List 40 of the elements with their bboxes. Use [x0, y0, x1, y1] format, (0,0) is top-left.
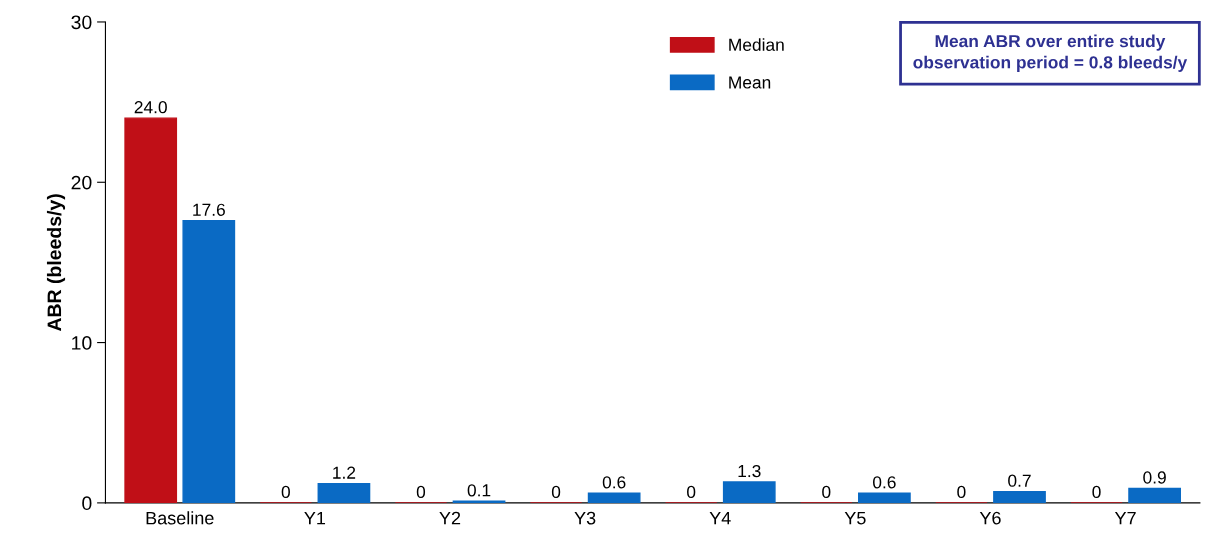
x-tick-label: Y3: [574, 511, 596, 525]
data-label: 0: [1092, 485, 1101, 499]
data-label: 0: [551, 485, 561, 499]
data-label: 0.9: [1143, 471, 1166, 484]
bar: [182, 220, 236, 503]
bar: [858, 492, 911, 503]
y-tick-label: 0: [82, 496, 92, 511]
x-tick-label: Y7: [1114, 511, 1136, 525]
data-label: 17.6: [193, 203, 225, 216]
y-tick-label: 30: [71, 15, 92, 30]
data-label: 0.7: [1008, 474, 1031, 487]
y-axis-title: ABR (bleeds/y): [46, 194, 66, 332]
bar: [993, 490, 1046, 503]
data-label: 0: [687, 485, 696, 499]
data-label: 0: [416, 485, 426, 499]
x-tick-label: Y1: [304, 511, 326, 525]
bar: [587, 492, 641, 503]
data-label: 0: [957, 485, 966, 499]
data-label: 0: [281, 485, 290, 499]
x-tick-label: Baseline: [146, 511, 214, 525]
data-label: 0.6: [602, 476, 626, 489]
data-label: 0.6: [873, 476, 896, 489]
y-tick-label: 20: [71, 175, 92, 190]
x-tick-label: Y4: [709, 511, 731, 525]
y-tick-label: 10: [72, 336, 92, 350]
x-tick-label: Y2: [439, 511, 461, 525]
bar: [1128, 487, 1181, 503]
data-label: 0.1: [467, 484, 491, 497]
data-label: 1.3: [738, 464, 761, 478]
legend-label: Median: [729, 38, 784, 51]
bar: [722, 481, 776, 503]
annotation: Mean ABR over entire study observation period = 0.8 bleeds/y: [913, 34, 1188, 72]
x-tick-label: Y6: [979, 511, 1001, 525]
legend-label: Mean: [729, 76, 771, 89]
data-label: 0: [822, 485, 831, 499]
bar: [317, 482, 371, 503]
x-tick-label: Y5: [844, 511, 866, 525]
data-label: 1.2: [333, 466, 356, 479]
data-label: 24.0: [134, 101, 167, 114]
bar: [124, 117, 178, 503]
